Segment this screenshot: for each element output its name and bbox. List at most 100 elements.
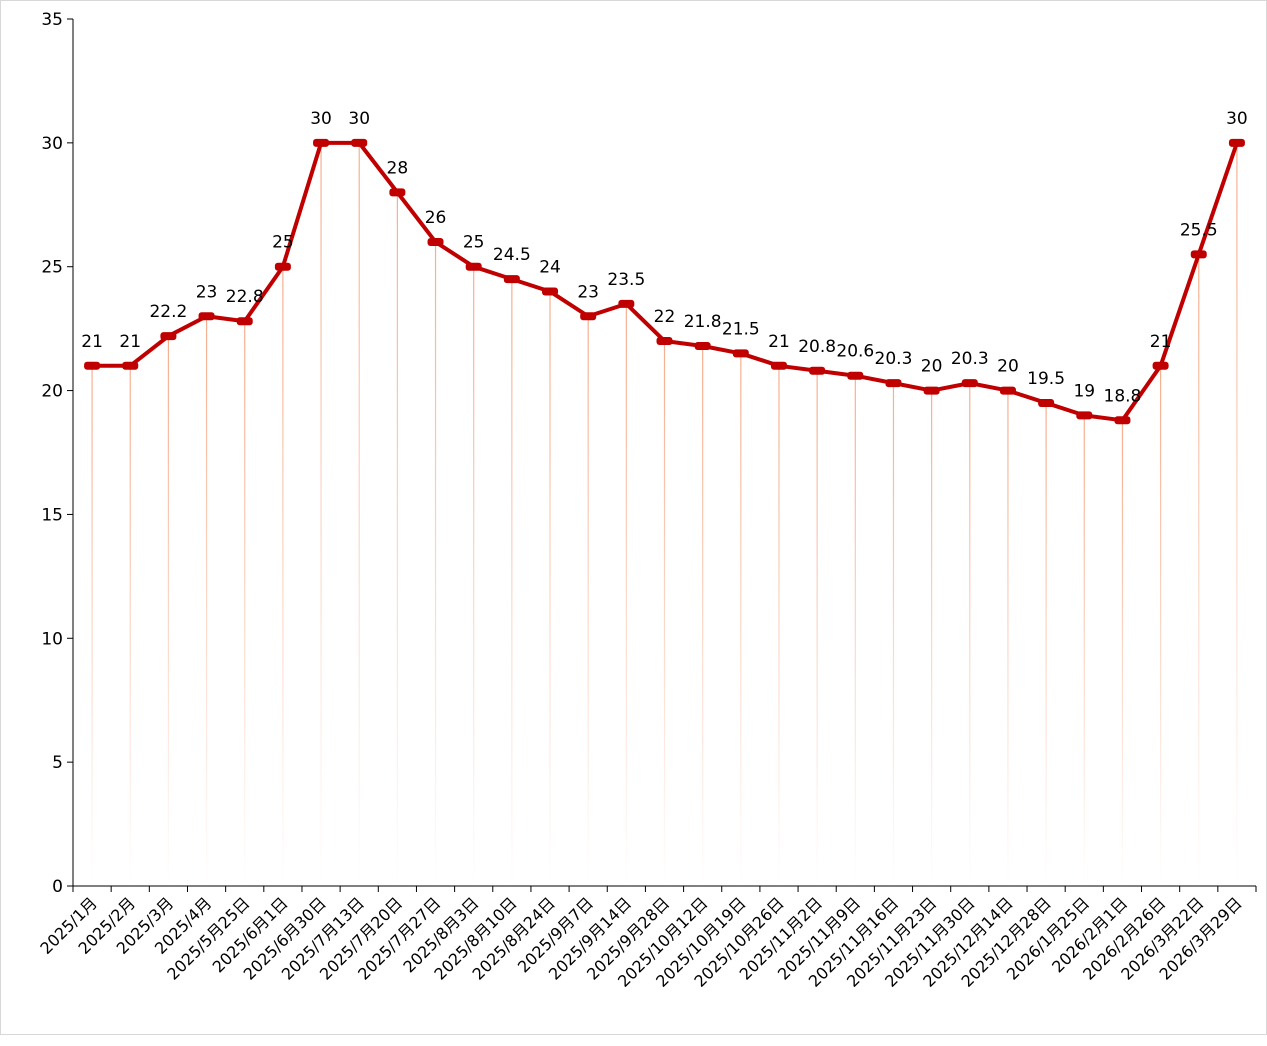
data-point	[923, 386, 940, 395]
data-point	[961, 379, 978, 388]
drop-line	[1083, 415, 1085, 886]
data-label: 21	[768, 332, 790, 352]
drop-line	[625, 303, 627, 886]
data-point	[999, 386, 1016, 395]
data-point	[542, 287, 559, 296]
drop-line	[282, 266, 284, 886]
data-point	[1190, 250, 1207, 259]
data-label: 19	[1073, 381, 1095, 401]
y-tick-label: 10	[41, 629, 63, 649]
y-tick-label: 25	[41, 258, 63, 278]
drop-line	[320, 142, 322, 886]
drop-line	[1159, 365, 1162, 886]
drop-line	[358, 142, 360, 886]
data-point	[160, 332, 177, 341]
data-point	[885, 379, 902, 388]
data-label: 30	[1226, 109, 1248, 129]
data-point	[1152, 361, 1169, 370]
drop-line	[931, 390, 933, 886]
y-tick-label: 35	[41, 10, 63, 30]
data-point	[618, 299, 635, 308]
data-point	[274, 262, 291, 271]
drop-line	[892, 383, 895, 886]
data-point	[465, 262, 482, 271]
data-point	[1228, 138, 1245, 147]
data-point	[351, 138, 368, 147]
data-label: 20	[921, 357, 943, 377]
data-point	[1038, 398, 1055, 407]
drop-line	[1007, 390, 1009, 886]
drop-line	[587, 316, 589, 886]
drop-line	[129, 365, 131, 886]
y-tick-label: 15	[41, 505, 63, 525]
drop-line	[1121, 420, 1124, 886]
data-point	[236, 317, 253, 326]
data-point	[84, 361, 101, 370]
data-label: 23.5	[607, 270, 645, 290]
data-point	[198, 312, 215, 321]
drop-line	[244, 321, 246, 886]
data-point	[1076, 411, 1093, 420]
data-point	[1114, 416, 1131, 425]
data-label: 21	[1150, 332, 1172, 352]
drop-line	[740, 353, 742, 886]
data-label: 26	[425, 208, 447, 228]
data-point	[122, 361, 139, 370]
data-point	[656, 337, 673, 346]
drop-line	[663, 341, 666, 886]
y-tick-label: 20	[41, 382, 63, 402]
drop-line	[473, 266, 475, 886]
y-tick-label: 5	[52, 753, 63, 773]
data-point	[809, 366, 826, 375]
data-point	[732, 349, 749, 358]
data-label: 23	[577, 282, 599, 302]
y-tick-label: 30	[41, 134, 63, 154]
data-label: 21	[119, 332, 141, 352]
data-label: 25	[463, 233, 485, 253]
data-point	[503, 275, 520, 284]
drop-line	[396, 192, 398, 886]
drop-line	[1045, 402, 1047, 886]
data-label: 20	[997, 357, 1019, 377]
data-label: 28	[387, 158, 409, 178]
data-point	[389, 188, 406, 197]
drop-line	[511, 279, 513, 887]
drop-line	[167, 336, 170, 886]
data-label: 25.5	[1180, 220, 1218, 240]
data-label: 21.8	[684, 312, 722, 332]
drop-line	[91, 365, 93, 886]
data-label: 30	[310, 109, 332, 129]
data-point	[770, 361, 787, 370]
data-point	[847, 371, 864, 380]
drop-line	[969, 383, 971, 886]
data-label: 20.6	[836, 342, 874, 362]
data-label: 18.8	[1104, 386, 1142, 406]
drop-line	[1198, 254, 1200, 887]
drop-line	[434, 241, 437, 886]
data-point	[427, 237, 444, 246]
data-label: 24	[539, 257, 561, 277]
data-point	[313, 138, 330, 147]
data-point	[580, 312, 597, 321]
drop-line	[205, 316, 208, 886]
data-label: 22.2	[149, 302, 187, 322]
data-label: 22.8	[226, 287, 264, 307]
data-label: 21.5	[722, 319, 760, 339]
data-label: 22	[654, 307, 676, 327]
data-label: 24.5	[493, 245, 531, 265]
data-label: 20.3	[951, 349, 989, 369]
data-label: 23	[196, 282, 218, 302]
data-point	[694, 341, 711, 350]
drop-line	[1236, 142, 1238, 886]
data-label: 19.5	[1027, 369, 1065, 389]
data-label: 20.8	[798, 337, 836, 357]
data-label: 20.3	[875, 349, 913, 369]
drop-line	[854, 375, 856, 886]
drop-line	[816, 370, 818, 886]
y-tick-label: 0	[52, 877, 63, 897]
drop-line	[778, 365, 780, 886]
drop-line	[702, 345, 704, 886]
drop-line	[549, 291, 551, 886]
